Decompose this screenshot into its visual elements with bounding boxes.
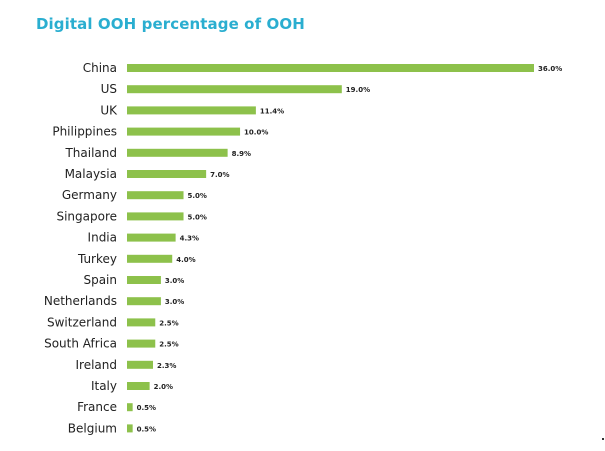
value-label: 8.9% <box>232 150 251 158</box>
value-label: 19.0% <box>346 86 370 94</box>
value-label: 2.5% <box>159 341 178 349</box>
value-label: 2.0% <box>154 383 173 391</box>
bar <box>127 382 150 390</box>
value-label: 10.0% <box>244 129 268 137</box>
category-label: Ireland <box>75 358 117 372</box>
category-label: Philippines <box>52 125 117 139</box>
bar <box>127 127 241 136</box>
bar <box>127 106 256 115</box>
category-label: China <box>83 61 117 75</box>
category-label: US <box>101 82 117 96</box>
bar <box>127 148 228 157</box>
value-label: 5.0% <box>188 213 207 221</box>
bar <box>127 85 342 94</box>
category-label: Thailand <box>64 146 117 160</box>
category-label: South Africa <box>44 337 117 351</box>
category-label: Italy <box>91 379 117 393</box>
category-label: Belgium <box>68 421 117 435</box>
category-label: Malaysia <box>65 167 117 181</box>
value-label: 36.0% <box>538 65 562 73</box>
value-label: 7.0% <box>210 171 229 179</box>
category-label: Germany <box>62 188 117 202</box>
category-label: UK <box>100 103 118 117</box>
bar <box>127 191 184 200</box>
bar <box>127 360 154 369</box>
value-label: 3.0% <box>165 277 184 285</box>
value-label: 11.4% <box>260 107 284 115</box>
value-label: 4.3% <box>180 235 199 243</box>
bar <box>127 233 176 242</box>
value-label: 0.5% <box>137 425 156 433</box>
bar <box>127 297 161 306</box>
value-label: 3.0% <box>165 298 184 306</box>
corner-mark <box>602 438 604 440</box>
bar <box>127 403 133 412</box>
bar <box>127 212 184 221</box>
bar <box>127 424 133 433</box>
value-label: 2.3% <box>157 362 176 370</box>
bar <box>127 254 173 263</box>
category-label: Switzerland <box>47 315 117 329</box>
category-label: India <box>88 231 117 245</box>
category-label: Netherlands <box>44 294 117 308</box>
bar <box>127 318 156 327</box>
category-label: France <box>77 400 117 414</box>
bar <box>127 170 207 178</box>
chart-title: Digital OOH percentage of OOH <box>36 15 305 33</box>
category-label: Spain <box>83 273 117 287</box>
value-label: 2.5% <box>159 319 178 327</box>
value-label: 0.5% <box>137 404 156 412</box>
bar <box>127 339 156 348</box>
bar <box>127 64 534 72</box>
category-label: Singapore <box>56 209 117 223</box>
category-label: Turkey <box>77 252 117 266</box>
value-label: 4.0% <box>176 256 195 264</box>
bar <box>127 276 161 284</box>
value-label: 5.0% <box>188 192 207 200</box>
